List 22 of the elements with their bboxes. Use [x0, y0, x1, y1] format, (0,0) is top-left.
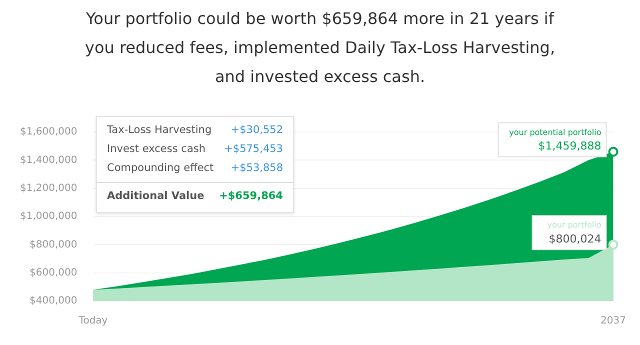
y-tick-label: $1,000,000: [20, 211, 78, 222]
y-tick-label: $1,600,000: [20, 126, 78, 138]
annotation: Tax-Loss Harvesting: [107, 124, 212, 137]
y-tick-label: $1,400,000: [20, 154, 78, 166]
series-label: your portfolio: [547, 220, 602, 230]
annotation: Invest excess cash: [107, 143, 206, 156]
x-tick-label: 2037: [600, 316, 626, 327]
y-tick-label: $1,200,000: [20, 182, 78, 194]
data-label: $1,459,888: [538, 140, 602, 153]
x-tick-label: Today: [78, 316, 108, 327]
y-tick-label: $800,000: [30, 239, 78, 250]
annotation: +$53,858: [230, 162, 283, 175]
y-tick-label: $600,000: [30, 267, 78, 278]
annotation: +$575,453: [224, 143, 283, 156]
annotation: +$659,864: [219, 190, 283, 203]
annotation: Compounding effect: [107, 162, 214, 175]
annotation: +$30,552: [230, 124, 283, 137]
chart-title: Your portfolio could be worth $659,864 more in 21 years if you reduced fees, implemented Daily Tax-Loss Harvesting, and invested excess cash.: [84, 8, 556, 88]
data-label: $800,024: [548, 232, 602, 246]
annotation: Additional Value: [107, 190, 204, 203]
series-label: your potential portfolio: [509, 128, 602, 137]
y-tick-label: $400,000: [30, 296, 78, 307]
